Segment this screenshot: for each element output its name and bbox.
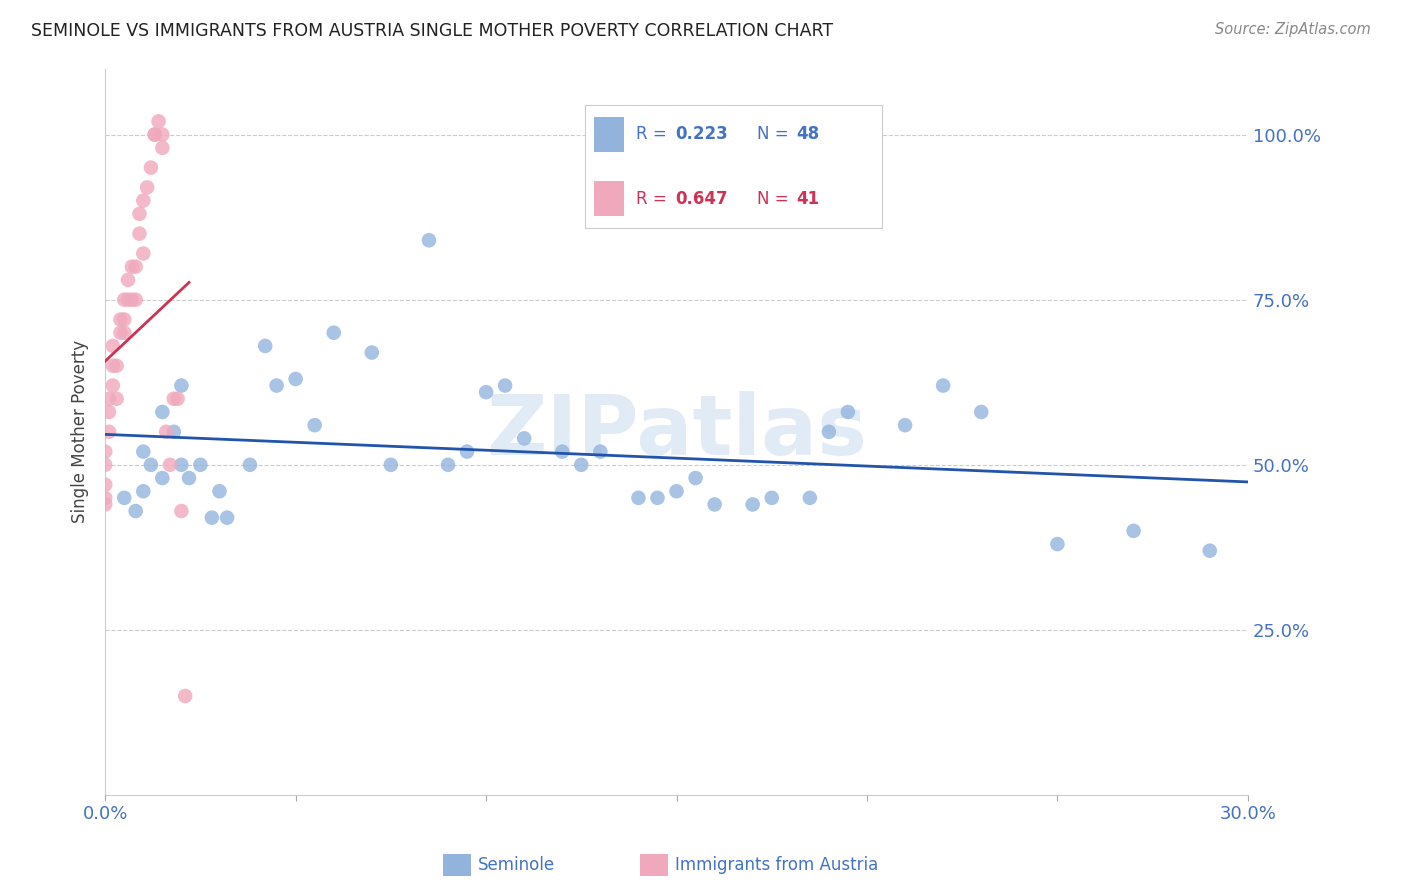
Point	[741, 498, 763, 512]
Point	[970, 405, 993, 419]
Point	[418, 233, 440, 247]
Point	[894, 418, 917, 433]
Point	[101, 339, 124, 353]
Point	[148, 114, 170, 128]
Point	[132, 484, 155, 499]
Point	[105, 392, 128, 406]
Point	[239, 458, 262, 472]
Point	[932, 378, 955, 392]
Point	[174, 689, 197, 703]
Point	[150, 141, 173, 155]
Point	[94, 491, 117, 505]
Point	[101, 359, 124, 373]
Point	[112, 293, 135, 307]
Point	[703, 498, 725, 512]
Point	[132, 194, 155, 208]
Point	[136, 180, 159, 194]
Point	[569, 458, 592, 472]
Point	[627, 491, 650, 505]
Point	[761, 491, 783, 505]
Point	[170, 378, 193, 392]
Point	[159, 458, 181, 472]
Point	[94, 498, 117, 512]
Point	[647, 491, 669, 505]
Point	[322, 326, 344, 340]
Point	[143, 128, 166, 142]
Point	[94, 458, 117, 472]
Point	[163, 425, 186, 439]
Point	[208, 484, 231, 499]
Point	[166, 392, 188, 406]
Point	[665, 484, 688, 499]
Point	[150, 405, 173, 419]
Point	[150, 128, 173, 142]
Point	[1122, 524, 1144, 538]
Point	[112, 491, 135, 505]
Point	[1046, 537, 1069, 551]
Point	[837, 405, 859, 419]
Point	[217, 510, 239, 524]
Point	[513, 431, 536, 445]
Point	[254, 339, 277, 353]
Point	[94, 477, 117, 491]
Point	[121, 293, 143, 307]
Text: SEMINOLE VS IMMIGRANTS FROM AUSTRIA SINGLE MOTHER POVERTY CORRELATION CHART: SEMINOLE VS IMMIGRANTS FROM AUSTRIA SING…	[31, 22, 834, 40]
Point	[201, 510, 224, 524]
Point	[128, 227, 150, 241]
Text: ZIPatlas: ZIPatlas	[486, 392, 868, 472]
Point	[132, 444, 155, 458]
Point	[475, 385, 498, 400]
Point	[589, 444, 612, 458]
Point	[125, 504, 148, 518]
Point	[304, 418, 326, 433]
Y-axis label: Single Mother Poverty: Single Mother Poverty	[72, 340, 89, 524]
Point	[110, 312, 132, 326]
Point	[117, 273, 139, 287]
Point	[155, 425, 177, 439]
Point	[266, 378, 288, 392]
Point	[98, 405, 121, 419]
Point	[284, 372, 307, 386]
Point	[143, 128, 166, 142]
Point	[1198, 543, 1220, 558]
Point	[132, 246, 155, 260]
Point	[551, 444, 574, 458]
Point	[125, 260, 148, 274]
Point	[177, 471, 200, 485]
Point	[112, 312, 135, 326]
Point	[121, 260, 143, 274]
Point	[163, 392, 186, 406]
Point	[170, 458, 193, 472]
Point	[139, 161, 162, 175]
Point	[437, 458, 460, 472]
Point	[117, 293, 139, 307]
Point	[94, 444, 117, 458]
Text: Immigrants from Austria: Immigrants from Austria	[675, 856, 879, 874]
Point	[139, 458, 162, 472]
Point	[360, 345, 382, 359]
Point	[190, 458, 212, 472]
Point	[101, 378, 124, 392]
Point	[170, 504, 193, 518]
Point	[818, 425, 841, 439]
Point	[105, 359, 128, 373]
Point	[98, 392, 121, 406]
Point	[112, 326, 135, 340]
Point	[494, 378, 516, 392]
Point	[128, 207, 150, 221]
Text: Source: ZipAtlas.com: Source: ZipAtlas.com	[1215, 22, 1371, 37]
Text: Seminole: Seminole	[478, 856, 555, 874]
Point	[685, 471, 707, 485]
Point	[110, 326, 132, 340]
Point	[150, 471, 173, 485]
Point	[799, 491, 821, 505]
Point	[380, 458, 402, 472]
Point	[456, 444, 478, 458]
Point	[98, 425, 121, 439]
Point	[125, 293, 148, 307]
